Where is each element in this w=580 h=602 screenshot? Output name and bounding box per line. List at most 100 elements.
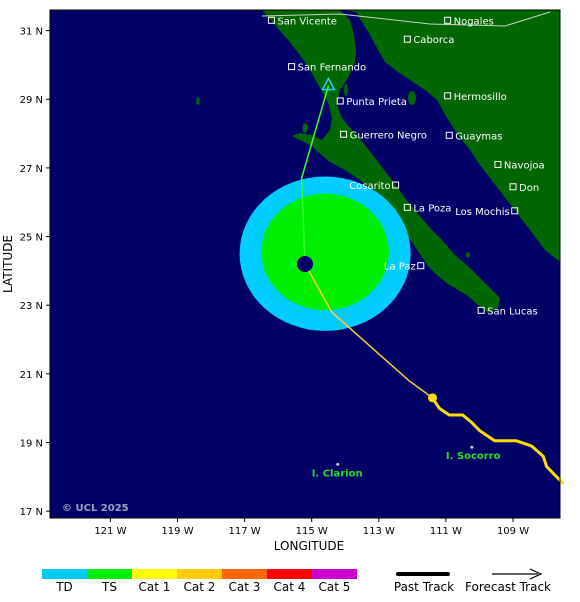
lat-tick-label: 31 N <box>20 27 43 38</box>
city-marker-icon <box>445 131 453 139</box>
city-name: La Paz <box>384 262 416 273</box>
legend-swatch <box>42 569 87 579</box>
legend-swatch <box>312 569 357 579</box>
city-name: Guerrero Negro <box>350 130 427 141</box>
current-position-marker <box>428 393 437 403</box>
city-name: Guaymas <box>455 131 502 142</box>
city-name: Navojoa <box>504 160 545 171</box>
legend-forecast-track: Forecast Track <box>465 568 551 594</box>
lon-tick-label: 117 W <box>229 526 261 537</box>
ts-wind-radius <box>261 193 389 311</box>
tracks <box>297 76 565 485</box>
city-name: San Fernando <box>298 63 367 74</box>
lon-tick-label: 115 W <box>296 526 328 537</box>
forecast-track-td <box>300 85 330 265</box>
city-label: Caborca <box>403 35 454 46</box>
city-marker-icon <box>444 92 452 100</box>
city-marker-icon <box>340 130 348 138</box>
city-label: Cosarito <box>349 181 400 192</box>
city-label: Guaymas <box>445 131 502 142</box>
y-axis-title: LATITUDE <box>1 235 15 293</box>
city-marker-icon <box>417 262 425 270</box>
lon-tick-label: 121 W <box>94 526 126 537</box>
legend-category-label: Cat 5 <box>319 580 351 594</box>
city-name: San Lucas <box>487 306 538 317</box>
lat-tick-label: 19 N <box>20 438 43 449</box>
city-label: San Lucas <box>477 306 538 317</box>
past-track-line <box>431 397 565 485</box>
past-track-label: Past Track <box>394 580 454 594</box>
city-marker-icon <box>392 181 400 189</box>
city-label: Guerrero Negro <box>340 130 427 141</box>
legend-swatch <box>87 569 132 579</box>
legend-category-label: Cat 1 <box>139 580 171 594</box>
lon-ticks: 121 W 119 W 117 W 115 W 113 W 111 W 109 W <box>94 518 529 537</box>
city-label: La Poza <box>403 203 451 214</box>
city-label: Punta Prieta <box>336 97 407 108</box>
legend-past-track: Past Track <box>394 572 454 594</box>
city-name: Caborca <box>413 35 454 46</box>
isla-tiburon <box>408 91 416 105</box>
legend-swatch <box>267 569 312 579</box>
lon-tick-label: 109 W <box>497 526 529 537</box>
lat-tick-label: 29 N <box>20 95 43 106</box>
lat-ticks: 31 N 29 N 27 N 25 N 23 N 21 N 19 N 17 N <box>20 27 50 518</box>
arrow-right-icon <box>529 568 543 580</box>
lat-tick-label: 17 N <box>20 507 43 518</box>
legend: TD TS Cat 1 Cat 2 Cat 3 Cat 4 Cat 5 Past Track… <box>42 568 551 594</box>
city-name: Hermosillo <box>454 92 507 103</box>
isla-angel-de-la-guarda <box>344 84 348 96</box>
city-marker-icon <box>477 306 485 314</box>
legend-category-label: TD <box>55 580 73 594</box>
island-name: I. Socorro <box>446 451 501 462</box>
lon-tick-label: 113 W <box>363 526 395 537</box>
city-marker-icon <box>444 16 452 24</box>
lat-tick-label: 23 N <box>20 301 43 312</box>
island-dot <box>470 445 474 449</box>
credit-text: © UCL 2025 <box>62 503 129 514</box>
city-name: Punta Prieta <box>346 97 407 108</box>
lat-tick-label: 21 N <box>20 370 43 381</box>
city-name: Don <box>519 183 539 194</box>
legend-category-label: Cat 2 <box>184 580 216 594</box>
island-dot <box>336 462 340 466</box>
city-marker-icon <box>288 63 296 71</box>
city-label: La Paz <box>384 262 425 273</box>
forecast-track-cat1 <box>304 263 433 399</box>
isla-san-jose <box>466 252 470 258</box>
legend-swatch <box>177 569 222 579</box>
city-marker-icon <box>403 35 411 43</box>
plot-frame <box>49 9 561 519</box>
city-name: Los Mochis <box>455 207 509 218</box>
legend-category-label: TS <box>101 580 117 594</box>
legend-swatch <box>132 569 177 579</box>
lon-tick-label: 119 W <box>161 526 193 537</box>
city-marker-icon <box>494 160 502 168</box>
island-name: I. Clarion <box>312 468 363 479</box>
baja-peninsula <box>262 10 500 313</box>
legend-categories: TD TS Cat 1 Cat 2 Cat 3 Cat 4 Cat 5 <box>42 569 357 594</box>
legend-category-label: Cat 3 <box>229 580 261 594</box>
forecast-end-triangle-icon <box>321 76 336 91</box>
forecast-track-label: Forecast Track <box>465 580 551 594</box>
city-name: Cosarito <box>349 181 390 192</box>
city-label: Los Mochis <box>455 207 519 218</box>
isla-cedros <box>302 123 308 133</box>
city-label: Don <box>509 183 539 194</box>
isla-guadalupe <box>196 97 200 105</box>
legend-category-label: Cat 4 <box>274 580 306 594</box>
forecast-center-marker <box>297 256 313 272</box>
city-marker-icon <box>267 16 275 24</box>
city-label: Nogales <box>444 16 494 27</box>
x-axis-title: LONGITUDE <box>274 539 344 553</box>
international-border <box>261 11 551 27</box>
city-name: La Poza <box>413 203 451 214</box>
city-label: San Vicente <box>267 16 337 27</box>
city-marker-icon <box>336 97 344 105</box>
wind-field <box>239 176 411 331</box>
lat-tick-label: 25 N <box>20 233 43 244</box>
lon-tick-label: 111 W <box>430 526 462 537</box>
city-name: Nogales <box>454 16 494 27</box>
